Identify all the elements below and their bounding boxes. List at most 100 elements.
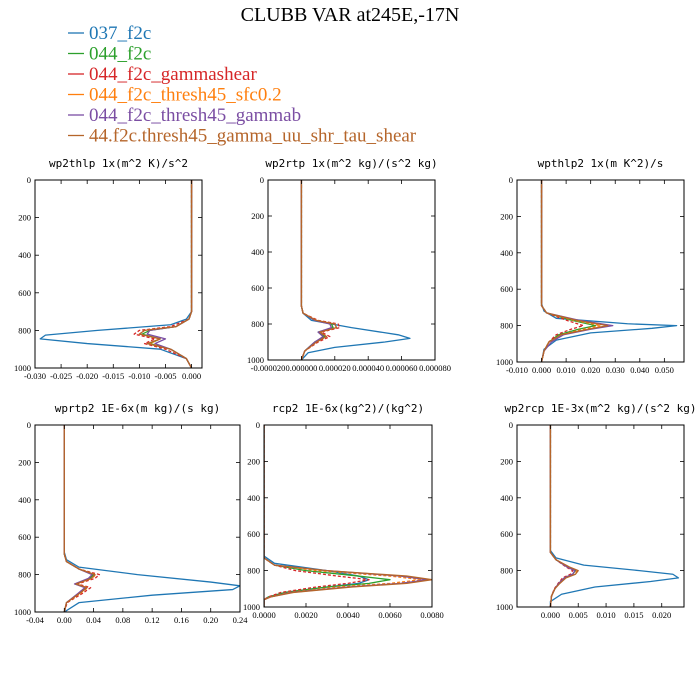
y-tick-label: 200 [247, 456, 260, 466]
legend-label: 044_f2c_thresh45_gammab [89, 105, 301, 126]
y-tick-label: 200 [500, 211, 513, 221]
y-tick-label: 800 [18, 570, 31, 580]
chart-panel: wp2rtp 1x(m^2 kg)/(s^2 kg)0 200 400 600 800 1… [247, 157, 451, 373]
y-tick-label: 1000 [496, 602, 513, 612]
y-tick-label: 0 [260, 175, 264, 185]
y-tick-label: 400 [18, 250, 31, 260]
y-tick-label: 600 [251, 283, 264, 293]
y-tick-label: 1000 [243, 602, 260, 612]
y-tick-label: 200 [18, 213, 31, 223]
y-tick-label: 200 [500, 456, 513, 466]
series-line [549, 425, 680, 607]
y-tick-label: 600 [247, 529, 260, 539]
panel-title: wprtp2 1E-6x(m kg)/(s kg) [55, 402, 221, 415]
y-tick-label: 800 [247, 566, 260, 576]
x-tick-label: 0.08 [115, 615, 130, 625]
chart-panel: wp2thlp 1x(m^2 K)/s^202004006008001000-0… [14, 157, 203, 381]
x-tick-label: 0.030 [606, 365, 625, 375]
x-tick-label: 0.0080 [420, 610, 443, 620]
x-tick-label: -0.015 [102, 371, 124, 381]
x-tick-label: 0.020 [581, 365, 600, 375]
x-tick-label: -0.010 [128, 371, 150, 381]
series-line [540, 180, 602, 362]
legend-entry: 044_f2c_thresh45_gammab [68, 105, 301, 126]
x-tick-label: 0.000080 [419, 363, 451, 373]
series-group [549, 425, 680, 607]
x-tick-label: 0.0020 [294, 610, 317, 620]
series-line [540, 180, 614, 362]
y-tick-label: 800 [251, 319, 264, 329]
y-tick-label: 400 [500, 248, 513, 258]
series-group [540, 180, 678, 362]
series-line [264, 425, 432, 607]
y-tick-label: 1000 [496, 357, 513, 367]
x-tick-label: 0.12 [145, 615, 160, 625]
y-tick-label: 1000 [247, 355, 264, 365]
chart-panels: wp2thlp 1x(m^2 K)/s^202004006008001000-0… [14, 157, 697, 625]
x-tick-label: 0.010 [557, 365, 576, 375]
x-tick-label: 0.000 [532, 365, 551, 375]
series-line [300, 180, 338, 360]
legend-entry: 044_f2c_gammashear [68, 64, 257, 85]
chart-panel: wpthlp2 1x(m K^2)/s 0 200 400 600 800 1000-0.0… [496, 157, 685, 375]
chart-panel: wp2rcp 1E-3x(m^2 kg)/(s^2 kg) 0 200 400 600 8… [496, 402, 697, 620]
legend-entry: 44.f2c.thresh45_gamma_uu_shr_tau_shear [68, 126, 417, 147]
y-tick-label: 1000 [14, 607, 31, 617]
series-line [300, 180, 411, 360]
series-line [39, 180, 193, 368]
panel-title: wp2rtp 1x(m^2 kg)/(s^2 kg) [265, 157, 437, 170]
y-tick-label: 200 [18, 457, 31, 467]
x-tick-label: 0.0000 [252, 610, 275, 620]
series-line [264, 425, 429, 607]
series-line [63, 425, 101, 612]
y-tick-label: 400 [251, 247, 264, 257]
series-group [264, 425, 432, 607]
y-tick-label: 0 [256, 420, 260, 430]
x-tick-label: 0.000040 [352, 363, 384, 373]
y-tick-label: 400 [247, 493, 260, 503]
x-tick-label: 0.050 [655, 365, 674, 375]
y-tick-label: 600 [500, 284, 513, 294]
x-tick-label: 0.20 [203, 615, 218, 625]
series-line [540, 180, 609, 362]
legend-label: 037_f2c [89, 23, 151, 44]
x-tick-label: 0.000020 [319, 363, 351, 373]
series-line [264, 425, 391, 607]
series-line [264, 425, 423, 607]
plot-frame [263, 424, 433, 608]
x-tick-label: 0.010 [597, 610, 616, 620]
x-tick-label: -0.030 [24, 371, 46, 381]
chart-panel: rcp2 1E-6x(kg^2)/(kg^2) 0 200 400 600 800 1000… [243, 402, 444, 620]
y-tick-label: 600 [500, 529, 513, 539]
series-group [300, 180, 411, 360]
y-tick-label: 0 [509, 420, 513, 430]
panel-title: wp2rcp 1E-3x(m^2 kg)/(s^2 kg) [504, 402, 696, 415]
x-tick-label: 0.0040 [336, 610, 359, 620]
x-tick-label: 0.000 [182, 371, 201, 381]
series-line [300, 180, 334, 360]
y-tick-label: 200 [251, 211, 264, 221]
y-tick-label: 1000 [14, 363, 31, 373]
panel-title: rcp2 1E-6x(kg^2)/(kg^2) [272, 402, 424, 415]
legend-label: 044_f2c_gammashear [89, 64, 257, 85]
x-tick-label: 0.005 [569, 610, 588, 620]
series-line [549, 425, 576, 607]
plot-frame [516, 424, 685, 608]
series-line [264, 425, 370, 607]
y-tick-label: 0 [27, 175, 31, 185]
series-line [141, 180, 193, 368]
series-line [549, 425, 579, 607]
series-line [540, 180, 597, 362]
plot-frame [34, 424, 241, 613]
series-group [39, 180, 193, 368]
x-tick-label: 0.000000 [285, 363, 317, 373]
chart-panel: wprtp2 1E-6x(m kg)/(s kg) 0 200 400 600 800 10… [14, 402, 248, 625]
x-tick-label: 0.16 [174, 615, 189, 625]
series-line [63, 425, 96, 612]
plot-frame [267, 179, 436, 361]
legend-entry: 044_f2c [68, 44, 151, 65]
x-tick-label: -0.010 [506, 365, 528, 375]
legend: 037_f2c044_f2c044_f2c_gammashear044_f2c_… [68, 23, 417, 147]
legend-label: 044_f2c_thresh45_sfc0.2 [89, 85, 282, 106]
